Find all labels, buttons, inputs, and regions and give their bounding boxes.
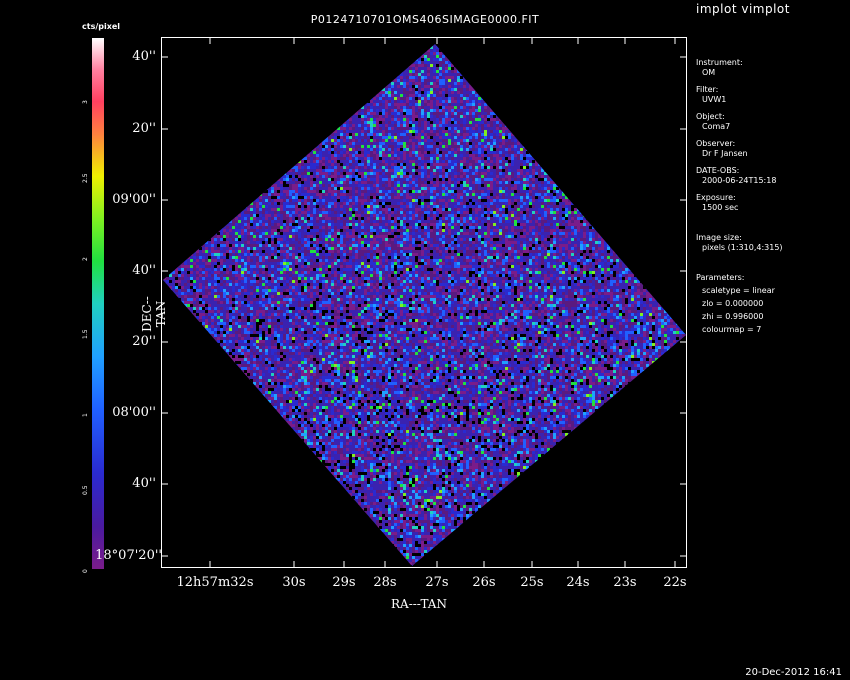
x-tick-label: 30s (274, 575, 314, 590)
x-tick-label: 12h57m32s (170, 575, 260, 590)
y-tick-label: 40'' (110, 476, 156, 491)
colorbar (92, 38, 104, 569)
x-tick-label: 28s (365, 575, 405, 590)
meta-value: Dr F Jansen (696, 149, 748, 159)
meta-value: colourmap = 7 (696, 325, 775, 335)
app-brand: implot vimplot (696, 2, 790, 16)
meta-key: Filter: (696, 85, 726, 95)
meta-key: Object: (696, 112, 730, 122)
meta-value: zlo = 0.000000 (696, 299, 775, 309)
x-tick-label: 27s (417, 575, 457, 590)
x-axis-title: RA---TAN (391, 597, 447, 611)
meta-value: OM (696, 68, 743, 78)
x-tick-label: 23s (605, 575, 645, 590)
meta-imagesize: Image size: pixels (1:310,4:315) (696, 233, 783, 253)
x-tick-label: 25s (512, 575, 552, 590)
y-tick-label: 18°07'20'' (92, 548, 162, 563)
meta-value: zhi = 0.996000 (696, 312, 775, 322)
y-tick-label: 08'00'' (110, 405, 156, 420)
meta-exposure: Exposure: 1500 sec (696, 193, 738, 213)
meta-observer: Observer: Dr F Jansen (696, 139, 748, 159)
x-tick-label: 26s (464, 575, 504, 590)
meta-value: scaletype = linear (696, 286, 775, 296)
meta-key: Exposure: (696, 193, 738, 203)
meta-instrument: Instrument: OM (696, 58, 743, 78)
meta-key: Instrument: (696, 58, 743, 68)
meta-key: DATE-OBS: (696, 166, 776, 176)
meta-key: Parameters: (696, 273, 775, 283)
meta-key: Observer: (696, 139, 748, 149)
x-tick-label: 22s (655, 575, 695, 590)
timestamp: 20-Dec-2012 16:41 (745, 667, 842, 678)
y-tick-label: 20'' (110, 121, 156, 136)
meta-parameters: Parameters: scaletype = linear zlo = 0.0… (696, 273, 775, 335)
image-title: P0124710701OMS406SIMAGE0000.FIT (160, 13, 690, 26)
meta-filter: Filter: UVW1 (696, 85, 726, 105)
meta-value: 1500 sec (696, 203, 738, 213)
plot-frame (161, 37, 687, 568)
meta-value: Coma7 (696, 122, 730, 132)
x-tick-label: 29s (324, 575, 364, 590)
x-tick-label: 24s (558, 575, 598, 590)
meta-object: Object: Coma7 (696, 112, 730, 132)
meta-value: pixels (1:310,4:315) (696, 243, 783, 253)
y-axis-title: DEC--TAN (140, 284, 168, 344)
meta-value: 2000-06-24T15:18 (696, 176, 776, 186)
y-tick-label: 40'' (110, 49, 156, 64)
colorbar-label: cts/pixel (82, 22, 120, 31)
meta-value: UVW1 (696, 95, 726, 105)
meta-key: Image size: (696, 233, 783, 243)
y-tick-label: 20'' (110, 334, 156, 349)
meta-date: DATE-OBS: 2000-06-24T15:18 (696, 166, 776, 186)
y-tick-label: 40'' (110, 263, 156, 278)
y-tick-label: 09'00'' (110, 192, 156, 207)
